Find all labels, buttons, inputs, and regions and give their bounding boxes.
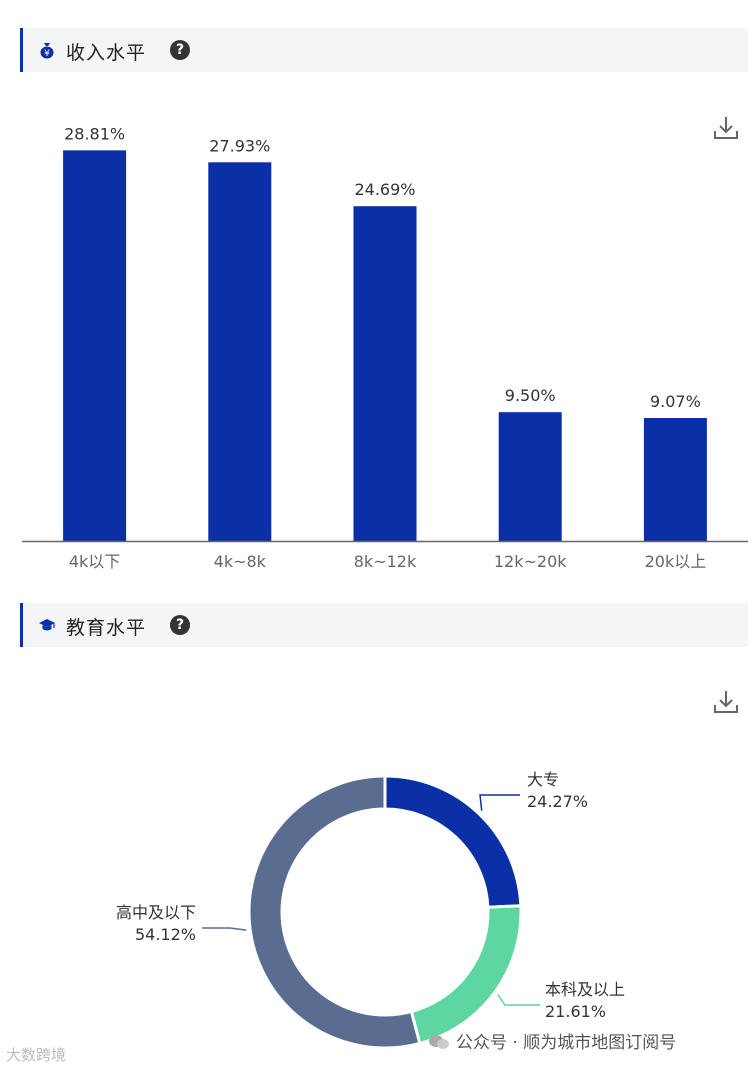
education-section-title: 教育水平: [66, 617, 147, 639]
x-tick-label: 4k~8k: [214, 552, 267, 571]
slice-value-label: 24.27%: [527, 792, 588, 811]
data-label: 27.93%: [209, 136, 270, 155]
svg-text:¥: ¥: [44, 49, 50, 59]
leader-line: [479, 794, 520, 811]
download-icon[interactable]: [712, 688, 740, 716]
leader-line: [497, 994, 540, 1006]
data-label: 28.81%: [64, 124, 125, 143]
source-text: 公众号 · 顺为城市地图订阅号: [456, 1033, 677, 1053]
section-accent-bar: [20, 28, 23, 72]
slice-name-label: 大专: [527, 770, 559, 789]
bar: [643, 418, 707, 541]
bar: [63, 150, 127, 541]
data-label: 24.69%: [354, 180, 415, 199]
data-label: 9.07%: [650, 392, 701, 411]
education-section-header: 教育水平 ?: [20, 603, 748, 647]
download-icon[interactable]: [712, 114, 740, 142]
x-tick-label: 20k以上: [645, 552, 707, 571]
leader-line: [202, 927, 247, 931]
bar: [208, 162, 272, 541]
section-accent-bar: [20, 603, 23, 647]
help-icon[interactable]: ?: [170, 40, 190, 60]
donut-slice: [409, 904, 523, 1046]
bar: [498, 412, 562, 541]
donut-slice: [247, 774, 422, 1050]
watermark-text: 大数跨境: [6, 1046, 67, 1064]
slice-name-label: 本科及以上: [545, 980, 625, 999]
graduation-cap-icon: [39, 619, 55, 631]
source-credit: 公众号 · 顺为城市地图订阅号: [428, 1028, 676, 1053]
bar: [353, 206, 417, 541]
x-tick-label: 8k~12k: [354, 552, 417, 571]
data-label: 9.50%: [505, 386, 556, 405]
slice-value-label: 21.61%: [545, 1002, 606, 1021]
slice-name-label: 高中及以下: [116, 903, 196, 922]
income-section-title: 收入水平: [66, 42, 147, 64]
x-tick-label: 4k以下: [69, 552, 120, 571]
x-tick-label: 12k~20k: [494, 552, 567, 571]
wechat-icon: [429, 1035, 449, 1049]
watermark: 大数跨境: [6, 1044, 66, 1065]
money-bag-icon: ¥: [40, 43, 54, 59]
help-icon[interactable]: ?: [170, 615, 190, 635]
slice-value-label: 54.12%: [135, 925, 196, 944]
income-section-header: ¥ 收入水平 ?: [20, 28, 748, 72]
income-bar-chart: 28.81% 4k以下 27.93% 4k~8k 24.69% 8k~12k 9.50% 12…: [22, 124, 748, 571]
